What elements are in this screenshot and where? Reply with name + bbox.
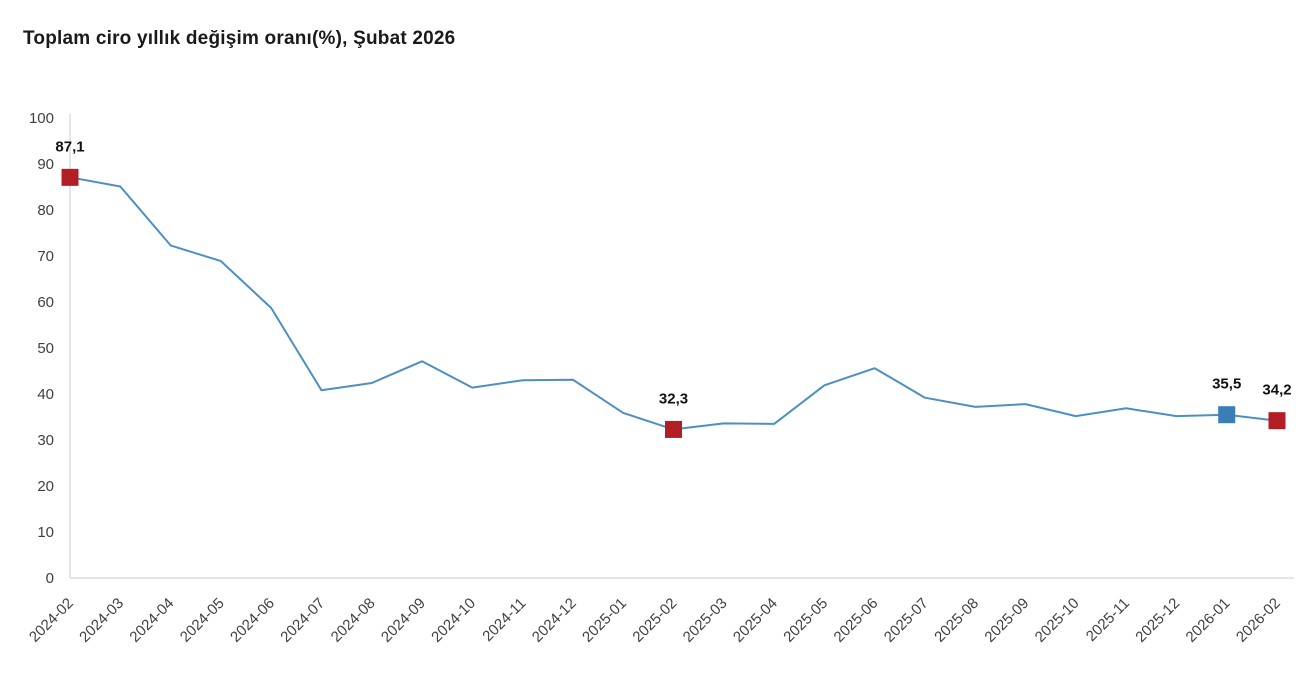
x-tick-label: 2024-09 xyxy=(378,595,429,646)
marker-2026-01 xyxy=(1218,406,1236,424)
y-tick-label: 70 xyxy=(37,248,54,265)
y-tick-label: 10 xyxy=(37,524,54,541)
marker-2026-02 xyxy=(1268,412,1286,430)
y-tick-label: 30 xyxy=(37,432,54,449)
x-tick-label: 2025-10 xyxy=(1032,595,1083,646)
x-tick-label: 2025-09 xyxy=(981,595,1032,646)
x-tick-label: 2024-05 xyxy=(177,595,228,646)
data-label-2024-02: 87,1 xyxy=(55,138,84,155)
chart-title: Toplam ciro yıllık değişim oranı(%), Şub… xyxy=(23,28,456,49)
x-tick-label: 2025-07 xyxy=(881,595,932,646)
marker-2024-02 xyxy=(61,168,79,186)
x-tick-label: 2026-01 xyxy=(1183,595,1234,646)
x-tick-label: 2024-07 xyxy=(277,595,328,646)
y-tick-label: 0 xyxy=(46,570,54,587)
x-tick-label: 2025-06 xyxy=(831,595,882,646)
x-tick-label: 2024-10 xyxy=(428,595,479,646)
y-tick-label: 40 xyxy=(37,386,54,403)
y-tick-label: 60 xyxy=(37,294,54,311)
x-tick-label: 2024-04 xyxy=(126,595,177,646)
x-tick-label: 2025-08 xyxy=(931,595,982,646)
y-tick-label: 50 xyxy=(37,340,54,357)
x-tick-label: 2024-02 xyxy=(26,595,77,646)
x-tick-label: 2026-02 xyxy=(1233,595,1284,646)
x-tick-label: 2025-12 xyxy=(1132,595,1183,646)
x-tick-label: 2024-08 xyxy=(328,595,379,646)
data-label-2025-02: 32,3 xyxy=(659,390,688,407)
x-tick-label: 2025-04 xyxy=(730,595,781,646)
y-tick-label: 20 xyxy=(37,478,54,495)
data-label-2026-01: 35,5 xyxy=(1212,376,1241,393)
x-tick-label: 2024-11 xyxy=(479,595,529,645)
x-tick-label: 2025-05 xyxy=(780,595,831,646)
y-tick-label: 100 xyxy=(29,110,54,127)
x-tick-label: 2025-01 xyxy=(579,595,630,646)
data-label-2026-02: 34,2 xyxy=(1262,382,1291,399)
x-tick-label: 2025-11 xyxy=(1083,595,1133,645)
x-tick-label: 2025-03 xyxy=(680,595,731,646)
y-tick-label: 90 xyxy=(37,156,54,173)
x-tick-label: 2025-02 xyxy=(629,595,680,646)
x-tick-label: 2024-12 xyxy=(529,595,580,646)
x-tick-label: 2024-06 xyxy=(227,595,278,646)
marker-2025-02 xyxy=(665,420,682,438)
x-tick-label: 2024-03 xyxy=(76,595,127,646)
y-tick-label: 80 xyxy=(37,202,54,219)
